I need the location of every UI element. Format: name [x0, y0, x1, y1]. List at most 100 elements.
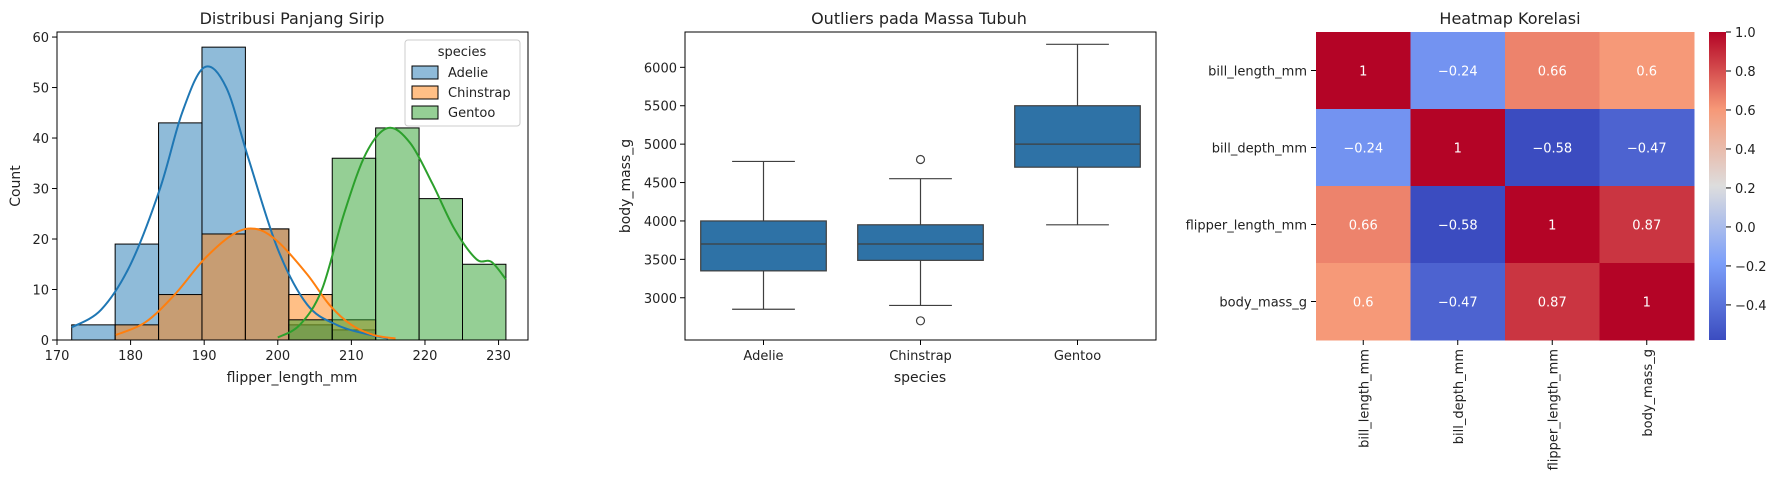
kde-line-adelie	[71, 65, 389, 340]
histogram-bar-gentoo	[375, 127, 420, 341]
histogram-plot-frame	[56, 31, 529, 341]
heatmap-col-label: flipper_length_mm	[1546, 349, 1561, 470]
colorbar	[1709, 32, 1726, 340]
heatmap-title: Heatmap Korelasi	[1439, 9, 1580, 28]
heatmap-cell-value: −0.24	[1438, 65, 1478, 80]
heatmap-cell	[1599, 186, 1695, 264]
histogram-xlabel: flipper_length_mm	[227, 370, 358, 386]
x-tick-label: 220	[413, 349, 438, 364]
heatmap-cell	[1599, 32, 1695, 110]
y-tick-label: 10	[32, 284, 49, 299]
box-gentoo	[1014, 105, 1141, 168]
histogram-panel: Distribusi Panjang Sirip 170 180 190 200 210…	[8, 9, 529, 386]
legend-frame	[404, 39, 521, 127]
heatmap-cell-value: −0.58	[1438, 219, 1478, 234]
boxplot-plot-frame	[684, 31, 1157, 341]
heatmap-cell	[1316, 109, 1411, 187]
boxplot-title: Outliers pada Massa Tubuh	[811, 9, 1027, 28]
kde-line-gentoo	[277, 126, 507, 339]
heatmap-cell	[1410, 263, 1506, 341]
heatmap-cell	[1505, 263, 1600, 341]
colorbar-tick-label: 0.0	[1735, 221, 1756, 236]
histogram-bar-chinstrap	[201, 233, 246, 341]
legend-swatch-adelie	[411, 65, 439, 80]
boxplot-panel: Outliers pada Massa Tubuh 3000 3500 4000 45…	[618, 9, 1157, 386]
x-tick-label: 180	[118, 349, 143, 364]
heatmap-cell	[1316, 186, 1411, 264]
heatmap-col-label: body_mass_g	[1641, 349, 1656, 437]
heatmap-cell-value: −0.47	[1627, 142, 1667, 157]
heatmap-cell-value: −0.24	[1343, 142, 1383, 157]
box-adelie	[700, 220, 827, 272]
x-tick-label: Chinstrap	[889, 349, 952, 364]
histogram-ylabel: Count	[8, 165, 24, 207]
x-tick-label: 190	[192, 349, 217, 364]
heatmap-row-label: flipper_length_mm	[1186, 219, 1307, 234]
heatmap-row-label: bill_length_mm	[1208, 65, 1307, 80]
heatmap-cell	[1505, 109, 1600, 187]
histogram-bar-chinstrap	[158, 294, 203, 341]
heatmap-panel: Heatmap Korelasi 1 −0.24 0.66 0.6 −0.24 1 −0.5…	[1186, 9, 1767, 470]
histogram-bar-gentoo	[418, 198, 464, 341]
histogram-bar-adelie	[71, 324, 116, 341]
heatmap-row-label: body_mass_g	[1219, 296, 1307, 311]
heatmap-cell	[1410, 32, 1506, 110]
heatmap-cell-value: 0.6	[1353, 296, 1374, 311]
histogram-title: Distribusi Panjang Sirip	[200, 9, 385, 28]
heatmap-cell	[1599, 109, 1695, 187]
heatmap-cell	[1316, 32, 1411, 110]
outlier-point-chinstrap	[915, 316, 926, 326]
x-tick-label: 170	[45, 349, 70, 364]
y-tick-label: 60	[32, 31, 49, 46]
y-tick-label: 3500	[644, 253, 677, 268]
colorbar-tick-label: −0.2	[1735, 260, 1767, 275]
y-tick-label: 4000	[644, 215, 677, 230]
x-tick-label: Gentoo	[1054, 349, 1101, 364]
heatmap-cell-value: 1	[1643, 296, 1651, 311]
histogram-bar-gentoo	[331, 157, 377, 341]
box-chinstrap	[857, 224, 984, 261]
y-tick-label: 5500	[644, 100, 677, 115]
colorbar-tick-label: −0.4	[1735, 299, 1767, 314]
heatmap-cell-value: 0.87	[1632, 219, 1661, 234]
kde-line-chinstrap	[115, 227, 396, 340]
legend-title: species	[438, 45, 487, 60]
y-tick-label: 40	[32, 132, 49, 147]
heatmap-col-label: bill_length_mm	[1357, 349, 1372, 448]
heatmap-cell-value: 0.66	[1349, 219, 1378, 234]
heatmap-cell-value: 1	[1359, 65, 1367, 80]
y-tick-label: 0	[41, 334, 49, 349]
heatmap-cell-value: −0.58	[1532, 142, 1572, 157]
histogram-bar-gentoo	[462, 263, 507, 341]
heatmap-cell-value: 1	[1454, 142, 1462, 157]
legend-label-chinstrap: Chinstrap	[448, 86, 511, 101]
boxplot-xlabel: species	[894, 370, 946, 386]
heatmap-cell-value: 0.66	[1538, 65, 1567, 80]
histogram-bar-chinstrap	[244, 228, 290, 341]
heatmap-cell	[1316, 263, 1411, 341]
heatmap-cell-value: 0.6	[1636, 65, 1657, 80]
heatmap-cell	[1410, 186, 1506, 264]
colorbar-tick-label: 0.6	[1735, 104, 1756, 119]
x-tick-label: Adelie	[743, 349, 783, 364]
heatmap-cell	[1505, 186, 1600, 264]
legend-swatch-gentoo	[411, 105, 439, 120]
y-tick-label: 50	[32, 82, 49, 97]
colorbar-tick-label: 0.2	[1735, 182, 1756, 197]
x-tick-label: 210	[339, 349, 364, 364]
boxplot-ylabel: body_mass_g	[618, 139, 634, 233]
heatmap-col-label: bill_depth_mm	[1452, 349, 1467, 444]
y-tick-label: 4500	[644, 177, 677, 192]
legend-label-gentoo: Gentoo	[448, 106, 495, 121]
y-tick-label: 3000	[644, 292, 677, 307]
legend-label-adelie: Adelie	[448, 66, 488, 81]
x-tick-label: 200	[265, 349, 290, 364]
y-tick-label: 5000	[644, 138, 677, 153]
x-tick-label: 230	[486, 349, 511, 364]
histogram-legend: species Adelie Chinstrap Gentoo	[404, 39, 521, 127]
heatmap-cell	[1505, 32, 1600, 110]
outlier-point-chinstrap	[915, 154, 926, 165]
y-tick-label: 30	[32, 183, 49, 198]
heatmap-row-label: bill_depth_mm	[1212, 142, 1307, 157]
